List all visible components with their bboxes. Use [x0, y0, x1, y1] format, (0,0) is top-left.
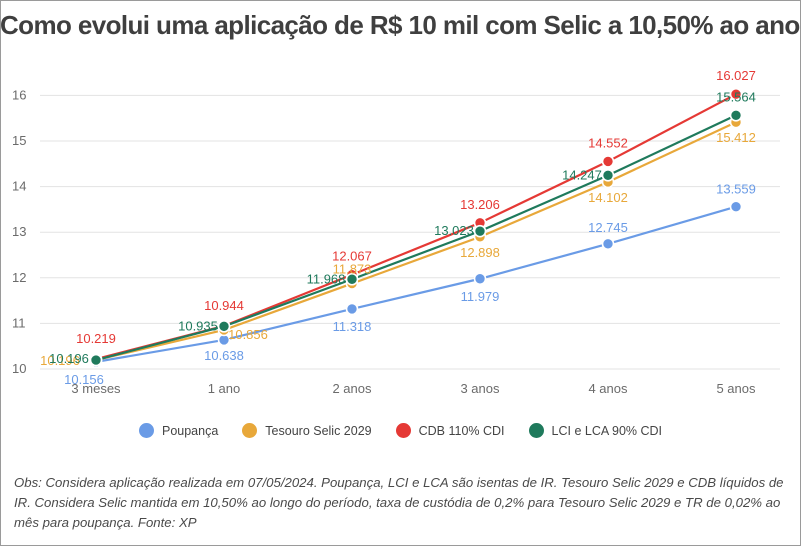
legend-label: Tesouro Selic 2029: [265, 423, 372, 438]
data-point: [473, 272, 487, 286]
y-tick-label: 15: [12, 133, 26, 148]
chart-legend: Poupança Tesouro Selic 2029 CDB 110% CDI LC…: [0, 423, 801, 438]
x-tick-label: 5 anos: [716, 381, 756, 396]
legend-item: LCI e LCA 90% CDI: [528, 423, 663, 438]
data-label: 13.559: [716, 182, 756, 197]
series-line: [95, 121, 737, 362]
legend-label: Poupança: [161, 423, 219, 438]
data-point: [601, 169, 615, 182]
data-label: 14.247: [562, 167, 602, 182]
legend-item: CDB 110% CDI: [395, 423, 505, 438]
data-label: 14.552: [588, 135, 628, 150]
legend-marker: [138, 423, 154, 438]
data-label: 11.318: [333, 319, 372, 334]
legend-marker: [395, 423, 411, 438]
y-tick-label: 12: [12, 270, 26, 285]
data-label: 15.564: [716, 89, 756, 104]
data-label: 16.027: [716, 68, 756, 83]
x-tick-label: 2 anos: [332, 381, 372, 396]
data-label: 10.856: [228, 327, 268, 342]
y-tick-label: 11: [12, 315, 26, 330]
data-label: 13.023: [434, 223, 474, 238]
data-label: 14.102: [588, 190, 628, 205]
footnote: Obs: Considera aplicação realizada em 07…: [14, 475, 784, 530]
legend-item: Poupança: [138, 423, 219, 438]
series-line: [95, 114, 737, 362]
data-point: [89, 353, 103, 367]
data-point: [601, 155, 615, 168]
legend-marker: [242, 423, 258, 438]
data-label: 12.067: [332, 249, 372, 264]
data-label: 10.196: [40, 353, 80, 368]
data-point: [729, 200, 743, 214]
data-label: 12.898: [460, 245, 500, 260]
data-label: 13.206: [460, 197, 500, 212]
data-label: 10.219: [76, 331, 116, 346]
legend-label: LCI e LCA 90% CDI: [551, 423, 663, 438]
y-tick-label: 13: [12, 224, 26, 239]
data-label: 10.156: [64, 372, 104, 387]
data-point: [217, 320, 231, 333]
series-line: [95, 205, 737, 363]
line-chart: 10 11 12 13 14 15 16 3 meses 1 ano 2 anos 3 anos 4 …: [12, 68, 780, 396]
data-label: 15.412: [716, 130, 756, 145]
legend-marker: [528, 423, 544, 438]
data-point: [345, 272, 359, 286]
data-label: 10.196: [49, 351, 89, 366]
legend-item: Tesouro Selic 2029: [242, 423, 372, 438]
data-label: 10.638: [204, 348, 244, 363]
data-label: 11.873: [333, 262, 372, 277]
data-point: [345, 302, 359, 316]
data-point: [473, 224, 487, 238]
data-point: [729, 87, 743, 101]
y-tick-label: 16: [12, 87, 26, 102]
y-tick-label: 14: [12, 179, 26, 194]
x-tick-label: 3 meses: [71, 381, 121, 396]
data-label: 10.935: [178, 318, 218, 333]
data-label: 11.968: [307, 271, 346, 286]
legend-label: CDB 110% CDI: [418, 423, 505, 438]
data-label: 10.944: [204, 298, 244, 313]
data-label: 11.979: [461, 289, 500, 304]
y-tick-label: 10: [12, 361, 26, 376]
x-tick-label: 4 anos: [588, 381, 628, 396]
x-tick-label: 3 anos: [460, 381, 500, 396]
data-point: [729, 108, 743, 122]
data-point: [601, 237, 615, 251]
chart-title: Como evolui uma aplicação de R$ 10 mil c…: [0, 10, 801, 40]
data-label: 12.745: [588, 220, 628, 235]
x-tick-label: 1 ano: [208, 381, 241, 396]
